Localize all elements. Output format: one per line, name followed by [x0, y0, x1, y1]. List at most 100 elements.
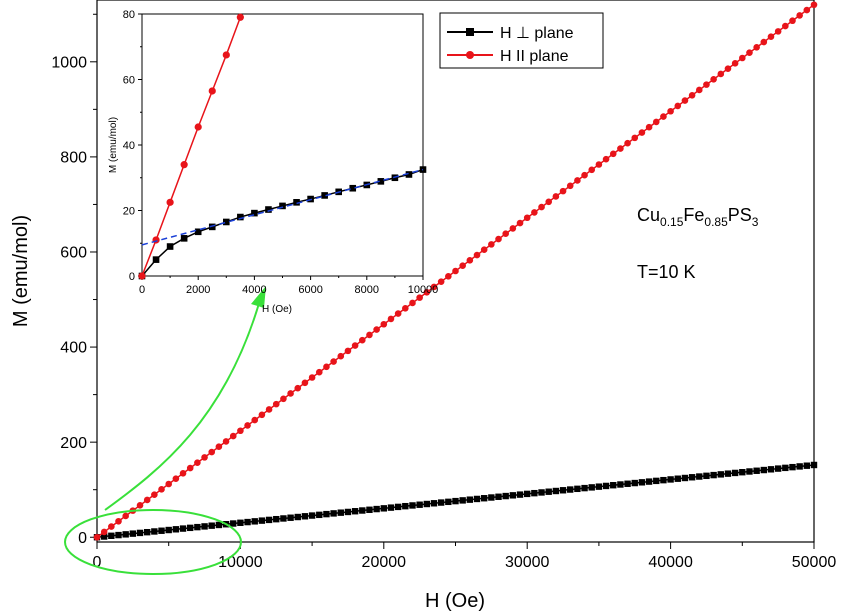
main-circle-point	[136, 501, 144, 509]
legend-box	[439, 12, 604, 69]
legend-label-parallel: H II plane	[500, 48, 569, 65]
main-square-point	[409, 502, 416, 509]
main-circle-point	[330, 358, 337, 365]
main-circle-point	[796, 12, 803, 19]
inset-x-tick-label: 0	[139, 284, 145, 296]
main-square-point	[588, 484, 595, 491]
inset-y-tick-label: 0	[129, 271, 135, 283]
main-square-point	[273, 515, 280, 523]
main-square-point	[402, 502, 409, 510]
main-square-point	[301, 513, 309, 520]
main-circle-point	[488, 241, 495, 248]
main-circle-point	[652, 118, 660, 126]
main-circle-point	[323, 363, 330, 371]
main-square-point	[724, 470, 732, 477]
main-axes-ticks	[90, 13, 815, 549]
main-circle-point	[201, 454, 208, 461]
main-square-point	[280, 515, 287, 522]
main-square-point	[230, 520, 237, 527]
main-series	[93, 1, 818, 541]
main-circle-point	[280, 395, 287, 403]
main-circle-point	[609, 150, 617, 158]
main-square-point	[158, 527, 165, 534]
inset-x-axis-label: H (Oe)	[262, 304, 292, 315]
main-circle-point	[789, 17, 796, 25]
main-square-point	[308, 512, 316, 519]
main-circle-point	[423, 288, 431, 296]
main-circle-point	[258, 411, 266, 419]
main-square-point	[129, 530, 137, 537]
main-circle-point	[552, 193, 560, 200]
main-circle-point	[710, 76, 717, 83]
main-circle-point	[782, 22, 789, 30]
main-square-point	[251, 518, 258, 525]
main-square-point	[208, 522, 215, 529]
main-square-point	[502, 492, 509, 500]
main-circle-point	[237, 427, 244, 435]
main-circle-point	[108, 523, 115, 530]
main-plot: 0 10000 20000 30000 40000 5000002004006008001…	[10, 0, 836, 612]
main-square-point	[524, 490, 531, 498]
main-square-point	[796, 463, 803, 470]
main-y-tick-label: 400	[60, 340, 87, 357]
main-square-point	[459, 497, 466, 504]
main-square-point	[552, 487, 560, 495]
main-circle-point	[538, 203, 545, 211]
main-square-point	[574, 485, 581, 493]
main-circle-point	[688, 91, 696, 99]
formula-fe-sub: 0.85	[704, 215, 728, 229]
main-circle-point	[194, 459, 201, 466]
main-square-point	[488, 494, 495, 501]
main-square-point	[538, 489, 545, 496]
main-circle-point	[495, 235, 502, 243]
main-square-point	[359, 507, 366, 514]
inset-plot: 0 2000 4000 6000 8000 10000 0 20 40 60 80 H (Oe) M…	[108, 9, 438, 315]
main-square-point	[136, 529, 144, 537]
inset-square-point	[251, 209, 258, 217]
inset-y-tick-label: 20	[123, 205, 135, 217]
main-circle-point	[523, 214, 531, 222]
main-square-point	[617, 481, 624, 488]
main-circle-point	[631, 134, 639, 142]
main-square-point	[696, 473, 703, 480]
main-square-point	[100, 533, 108, 540]
inset-series-line-2	[141, 168, 424, 246]
highlight-ellipse	[64, 509, 242, 575]
main-circle-point	[473, 251, 481, 259]
main-circle-point	[437, 278, 445, 285]
main-square-point	[509, 492, 517, 499]
inset-x-tick-label: 2000	[186, 284, 210, 296]
main-circle-point	[602, 155, 610, 163]
main-circle-point	[344, 347, 352, 355]
main-square-point	[559, 487, 567, 494]
main-square-point	[323, 510, 330, 518]
main-square-point	[416, 501, 423, 508]
inset-y-tick-label: 40	[123, 140, 135, 152]
main-circle-point	[179, 470, 187, 477]
main-circle-point	[681, 97, 689, 104]
main-circle-point	[416, 294, 423, 301]
main-square-point	[767, 466, 775, 473]
main-circle-point	[674, 102, 682, 110]
main-square-point	[803, 462, 811, 469]
main-circle-point	[301, 379, 309, 387]
main-square-point	[610, 482, 617, 489]
main-circle-point	[767, 33, 775, 41]
main-circle-point	[366, 331, 373, 339]
main-square-point	[179, 525, 187, 532]
inset-square-point	[377, 178, 385, 185]
main-square-point	[122, 531, 129, 538]
main-square-point	[746, 468, 753, 475]
inset-square-point	[194, 228, 202, 236]
main-square-point	[631, 479, 638, 487]
main-circle-point	[172, 475, 180, 482]
main-circle-point	[287, 390, 294, 397]
main-square-point	[602, 482, 610, 490]
main-square-point	[258, 517, 266, 524]
main-circle-point	[430, 283, 438, 291]
inset-circle-point	[236, 13, 244, 21]
main-y-tick-label: 600	[60, 245, 87, 262]
main-square-point	[760, 466, 768, 474]
main-square-point	[143, 528, 151, 536]
